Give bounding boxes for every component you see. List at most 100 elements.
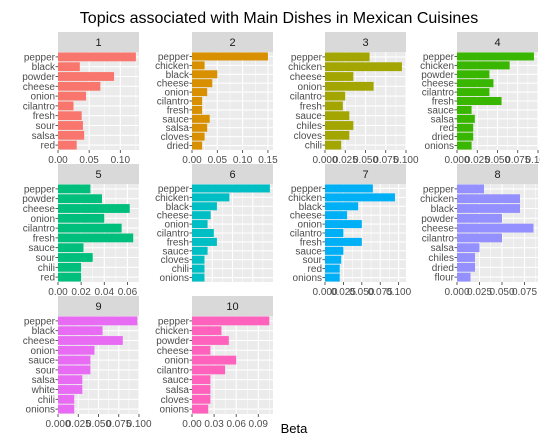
y-tick-label: onion: [31, 346, 55, 357]
facet-strip-label: 3: [362, 37, 368, 49]
bar-onions: [325, 273, 340, 282]
y-tick-label: black: [32, 326, 56, 337]
y-tick-label: chicken: [420, 194, 454, 205]
x-tick-label: 0.100: [386, 287, 411, 298]
y-tick-label: onion: [298, 82, 322, 93]
facet-strip-label: 5: [95, 169, 101, 181]
bar-chicken: [325, 62, 402, 72]
facet-strip: [457, 164, 538, 184]
facet-strip-label: 4: [494, 37, 500, 49]
bar-sauce: [325, 111, 350, 121]
y-tick-label: chili: [38, 395, 55, 406]
x-tick-label: 0.00: [48, 155, 68, 166]
y-tick-label: black: [32, 62, 56, 73]
bar-onion: [192, 220, 208, 229]
y-tick-label: fresh: [300, 101, 322, 112]
y-tick-label: pepper: [24, 316, 56, 327]
bar-onion: [58, 91, 87, 101]
y-tick-label: dried: [432, 132, 454, 143]
y-tick-label: fresh: [300, 237, 322, 248]
bar-pepper: [192, 52, 268, 61]
bar-cheese: [192, 79, 213, 88]
y-tick-label: flour: [435, 273, 455, 284]
x-tick-label: 0.05: [79, 155, 99, 166]
x-tick-label: 0.000: [45, 419, 70, 430]
facet-strip-label: 9: [95, 301, 101, 313]
x-tick-label: 0.00: [182, 155, 202, 166]
y-tick-label: chili: [305, 141, 322, 152]
y-tick-label: powder: [22, 72, 55, 83]
facet-strip-label: 2: [229, 37, 235, 49]
y-tick-label: fresh: [167, 105, 189, 116]
y-tick-label: onion: [165, 88, 189, 99]
facet-strip: [58, 32, 139, 52]
bar-cheese: [457, 79, 494, 88]
x-tick-label: 0.050: [349, 287, 374, 298]
bar-chiles: [457, 253, 475, 262]
bar-cheese: [58, 336, 123, 345]
facet-strip: [325, 164, 406, 184]
y-tick-label: black: [431, 204, 455, 215]
y-tick-label: sour: [303, 255, 323, 266]
y-tick-label: cheese: [23, 82, 56, 93]
y-tick-label: cilantro: [157, 229, 190, 240]
facet-panel-10: 10 pepperchickenpowdercheeseonioncilantro…: [155, 296, 273, 430]
facet-strip-label: 6: [229, 169, 235, 181]
bar-powder: [192, 336, 229, 345]
bar-onion: [192, 355, 237, 365]
y-tick-label: chiles: [296, 121, 322, 132]
bar-sauce: [325, 246, 344, 255]
y-tick-label: onion: [31, 214, 55, 225]
bar-sauce: [457, 105, 472, 114]
bar-cilantro: [457, 233, 502, 243]
chart-title: Topics associated with Main Dishes in Me…: [80, 10, 478, 27]
bar-fresh: [457, 96, 502, 106]
y-tick-label: black: [166, 202, 190, 213]
y-tick-label: sauce: [162, 375, 189, 386]
y-tick-label: red: [41, 273, 55, 284]
y-tick-label: fresh: [167, 237, 189, 248]
bar-fresh: [325, 237, 362, 246]
facet-strip-label: 10: [226, 301, 238, 313]
x-tick-label: 0.15: [258, 155, 278, 166]
bar-flour: [457, 272, 471, 282]
y-tick-label: fresh: [432, 97, 454, 108]
y-tick-label: sauce: [28, 243, 55, 254]
facet-panel-1: 1 pepperblackpowdercheeseonioncilantrofre…: [22, 32, 139, 166]
y-tick-label: pepper: [158, 52, 190, 63]
x-tick-label: 0.000: [312, 155, 337, 166]
x-tick-label: 0.00: [182, 419, 202, 430]
bar-red: [457, 123, 474, 132]
facet-panel-9: 9 pepperblackcheeseonionsaucesoursalsawhi…: [23, 296, 152, 430]
y-tick-label: onions: [293, 273, 322, 284]
bar-fresh: [192, 105, 203, 114]
y-tick-label: cheese: [290, 72, 323, 83]
bar-onions: [192, 273, 205, 282]
x-axis-label: Beta: [281, 421, 309, 436]
facet-strip: [192, 296, 273, 316]
y-tick-label: sauce: [162, 246, 189, 257]
bar-cilantro: [325, 91, 346, 101]
x-tick-label: 0.06: [226, 419, 246, 430]
y-tick-label: powder: [421, 70, 454, 81]
y-tick-label: chicken: [288, 62, 322, 73]
bar-cloves: [192, 255, 205, 264]
x-tick-label: 0.06: [118, 287, 138, 298]
bar-onion: [58, 213, 105, 223]
x-tick-label: 0.025: [467, 287, 492, 298]
y-tick-label: sauce: [427, 105, 454, 116]
y-tick-label: salsa: [166, 385, 190, 396]
y-tick-label: onions: [425, 141, 454, 152]
y-tick-label: chicken: [155, 326, 189, 337]
bar-pepper: [457, 184, 484, 194]
bar-black: [58, 62, 80, 72]
bar-salsa: [58, 130, 85, 140]
y-tick-label: cloves: [161, 395, 189, 406]
y-tick-label: pepper: [291, 52, 323, 63]
y-tick-label: sauce: [28, 356, 55, 367]
y-tick-label: cilantro: [157, 365, 190, 376]
bar-black: [325, 202, 359, 211]
bar-sour: [325, 255, 342, 264]
bar-chicken: [325, 193, 395, 202]
y-tick-label: cheese: [157, 346, 190, 357]
